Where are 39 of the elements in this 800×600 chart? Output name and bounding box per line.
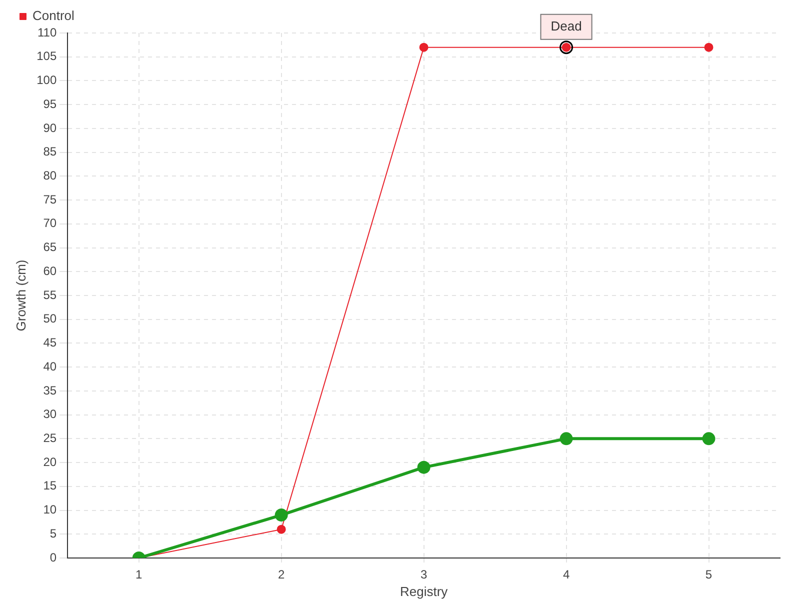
point [276,524,286,534]
point [704,42,714,52]
y-tick-label: 15 [43,478,57,493]
legend-label: Control [32,8,75,24]
point [560,432,573,446]
y-tick-label: 65 [43,240,57,254]
y-tick-label: 50 [43,312,57,326]
y-tick-label: 85 [43,144,57,159]
y-tick-label: 55 [43,288,57,302]
y-tick-label: 90 [43,120,57,135]
x-tick-label: 1 [136,568,143,582]
x-axis-title: Registry [400,584,448,599]
x-tick-label: 5 [705,568,712,582]
y-tick-label: 95 [43,96,57,111]
annotation: Dead [550,18,582,34]
point [417,460,430,474]
y-tick-label: 110 [37,25,57,40]
y-tick-label: 20 [43,454,57,469]
y-tick-label: 75 [43,192,57,206]
y-axis-title: Growth (cm) [13,260,28,332]
y-tick-label: 70 [43,216,57,230]
point [274,508,288,522]
y-tick-label: 45 [43,336,57,350]
y-tick-label: 0 [50,550,57,564]
y-tick-label: 10 [43,502,57,517]
y-tick-label: 5 [50,526,57,540]
y-tick-label: 100 [36,73,57,88]
y-tick-label: 60 [43,264,57,278]
x-tick-label: 2 [278,568,285,582]
y-tick-label: 80 [43,168,57,182]
point [419,42,428,52]
x-tick-label: 3 [420,568,428,582]
point [702,432,716,446]
y-tick-label: 105 [36,49,57,64]
y-tick-label: 30 [43,407,57,422]
y-tick-label: 40 [43,359,57,374]
x-tick-label: 4 [562,568,570,582]
y-tick-label: 25 [43,430,57,445]
y-tick-label: 35 [43,383,57,398]
